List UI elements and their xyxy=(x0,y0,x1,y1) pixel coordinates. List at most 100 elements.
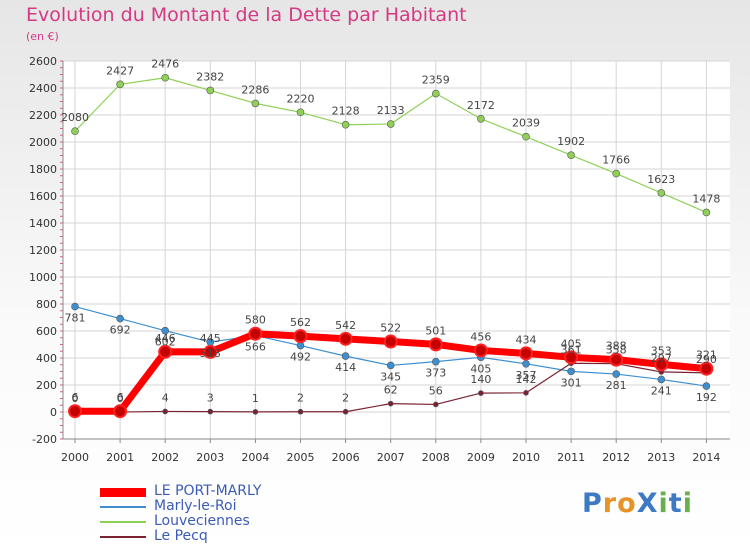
x-tick-label: 2011 xyxy=(557,451,585,464)
data-label: 602 xyxy=(155,336,176,349)
data-label: 2427 xyxy=(106,64,134,77)
data-point xyxy=(116,314,124,323)
data-label: 1766 xyxy=(602,154,630,167)
data-label: 2172 xyxy=(467,99,495,112)
data-label: 353 xyxy=(651,344,672,357)
data-point xyxy=(71,302,79,311)
data-label: 692 xyxy=(110,324,131,337)
data-point xyxy=(522,132,530,141)
data-label: 562 xyxy=(290,316,311,329)
data-label: 1 xyxy=(252,392,259,405)
data-point xyxy=(612,370,621,378)
data-label: 62 xyxy=(384,384,398,397)
y-tick-label: 1400 xyxy=(29,217,57,230)
logo-letter: i xyxy=(658,488,669,519)
legend-label: LE PORT-MARLY xyxy=(154,483,262,499)
legend-label: Marly-le-Roi xyxy=(154,498,237,514)
data-label: 518 xyxy=(200,347,221,360)
x-tick-label: 2012 xyxy=(602,451,630,464)
y-tick-label: -200 xyxy=(32,433,57,446)
legend-swatch xyxy=(100,536,146,538)
data-point xyxy=(432,401,439,408)
y-tick-label: 1200 xyxy=(29,244,57,257)
y-tick-label: 400 xyxy=(36,352,57,365)
data-point xyxy=(252,409,259,415)
y-tick-label: 2000 xyxy=(29,136,57,149)
x-tick-label: 2013 xyxy=(647,451,675,464)
x-tick-label: 2003 xyxy=(196,451,224,464)
data-point xyxy=(293,329,308,344)
x-tick-label: 2005 xyxy=(287,451,315,464)
data-label: 781 xyxy=(65,312,86,325)
data-label: 2220 xyxy=(287,92,315,105)
data-label: 445 xyxy=(200,332,221,345)
data-point xyxy=(428,337,443,352)
data-point xyxy=(383,334,398,349)
data-label: 192 xyxy=(696,391,717,404)
data-point xyxy=(342,408,349,415)
data-point xyxy=(702,208,711,217)
data-label: 4 xyxy=(162,391,169,404)
data-point xyxy=(567,151,575,160)
data-point xyxy=(297,408,304,415)
chart-title: Evolution du Montant de la Dette par Hab… xyxy=(26,4,467,26)
data-label: 0 xyxy=(117,392,124,405)
data-label: 6 xyxy=(72,391,79,404)
data-label: 2 xyxy=(342,392,349,405)
data-point xyxy=(431,89,440,98)
y-tick-label: 1800 xyxy=(29,163,57,176)
data-point xyxy=(702,382,711,390)
data-point xyxy=(248,326,263,341)
data-point xyxy=(386,120,395,128)
data-point xyxy=(431,357,440,366)
data-label: 2359 xyxy=(422,74,450,87)
data-point xyxy=(71,127,79,135)
data-point xyxy=(699,361,714,376)
y-tick-label: 2400 xyxy=(29,82,57,95)
x-tick-label: 2000 xyxy=(61,451,89,464)
data-label: 2286 xyxy=(241,83,269,96)
y-tick-label: 2600 xyxy=(29,55,57,68)
data-point xyxy=(386,361,395,370)
data-label: 2128 xyxy=(332,105,360,118)
legend-swatch xyxy=(100,506,146,508)
data-label: 446 xyxy=(155,332,176,345)
data-label: 358 xyxy=(606,344,627,357)
y-tick-label: 600 xyxy=(36,325,57,338)
data-label: 2039 xyxy=(512,117,540,130)
data-point xyxy=(387,400,394,407)
chart-subtitle: (en €) xyxy=(26,30,59,43)
data-label: 241 xyxy=(651,384,672,397)
data-label: 2080 xyxy=(61,111,89,124)
data-label: 388 xyxy=(606,340,627,353)
data-label: 566 xyxy=(245,341,266,354)
data-point xyxy=(341,352,350,360)
logo-letter: o xyxy=(617,488,637,519)
data-point xyxy=(338,331,353,346)
data-label: 2 xyxy=(297,392,304,405)
data-label: 2382 xyxy=(196,70,224,83)
data-point xyxy=(609,352,624,367)
data-label: 580 xyxy=(245,314,266,327)
data-label: 414 xyxy=(335,361,356,374)
x-tick-label: 2010 xyxy=(512,451,540,464)
data-label: 542 xyxy=(335,319,356,332)
data-point xyxy=(523,390,529,396)
data-point xyxy=(162,408,168,415)
data-label: 501 xyxy=(425,324,446,337)
legend-label: Le Pecq xyxy=(154,528,208,544)
data-point xyxy=(68,404,82,419)
data-point xyxy=(473,343,488,358)
data-point xyxy=(161,73,169,82)
logo-letter: t xyxy=(668,488,683,519)
data-point xyxy=(158,344,173,359)
data-label: 297 xyxy=(651,352,672,365)
data-label: 357 xyxy=(516,369,537,382)
legend-swatch xyxy=(100,521,146,523)
data-label: 321 xyxy=(696,349,717,362)
legend-swatch xyxy=(100,488,146,497)
legend-label: Louveciennes xyxy=(154,513,250,529)
y-tick-label: 2200 xyxy=(29,109,57,122)
data-label: 1478 xyxy=(692,192,720,205)
